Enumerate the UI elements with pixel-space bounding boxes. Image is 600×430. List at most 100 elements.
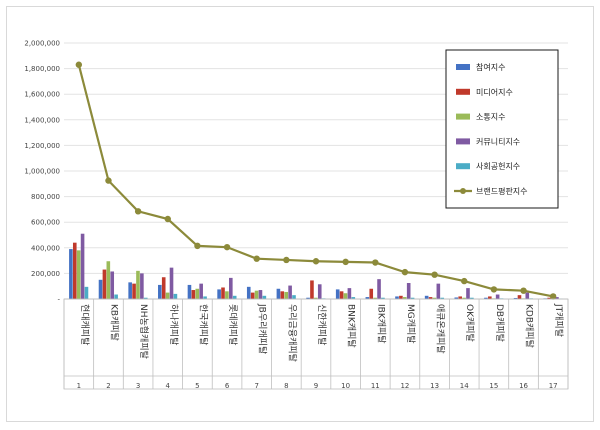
legend-label: 커뮤니티지수 bbox=[476, 136, 520, 146]
legend-label: 참여지수 bbox=[476, 62, 505, 72]
line-point-15 bbox=[490, 286, 498, 293]
legend-box bbox=[445, 49, 559, 209]
x-index-label: 6 bbox=[225, 382, 230, 390]
bar-미디어지수-8 bbox=[280, 291, 285, 299]
bar-참여지수-4 bbox=[158, 284, 162, 299]
bar-커뮤니티지수-1 bbox=[80, 233, 85, 299]
bar-사회공헌지수-5 bbox=[203, 296, 207, 299]
bar-참여지수-14 bbox=[454, 297, 459, 299]
line-point-13 bbox=[431, 271, 438, 278]
bar-미디어지수-1 bbox=[72, 242, 77, 299]
x-index-label: 7 bbox=[254, 382, 258, 390]
x-index-label: 13 bbox=[430, 382, 439, 390]
y-axis: - 200,000 400,000 600,000 800,000 1,000,000 1,… bbox=[24, 40, 60, 304]
line-point-2 bbox=[105, 177, 112, 184]
y-tick-label: - bbox=[57, 296, 60, 304]
bar-소통지수-12 bbox=[402, 297, 407, 299]
bar-커뮤니티지수-8 bbox=[288, 285, 292, 299]
bar-커뮤니티지수-16 bbox=[525, 292, 530, 299]
bar-참여지수-13 bbox=[424, 295, 429, 299]
bar-미디어지수-14 bbox=[458, 296, 462, 299]
bar-소통지수-8 bbox=[284, 291, 289, 299]
y-tick-label: 2,000,000 bbox=[24, 40, 60, 48]
x-index-label: 10 bbox=[341, 382, 350, 390]
bar-소통지수-1 bbox=[76, 250, 81, 299]
x-index-label: 5 bbox=[195, 382, 199, 390]
bar-미디어지수-10 bbox=[339, 291, 344, 299]
x-category-label: 애큐온캐피탈 bbox=[435, 304, 446, 354]
x-category-label: KB캐피탈 bbox=[108, 304, 119, 341]
bar-미디어지수-11 bbox=[369, 288, 374, 299]
line-point-17 bbox=[549, 293, 557, 300]
line-point-12 bbox=[401, 268, 409, 276]
line-point-6 bbox=[223, 243, 231, 251]
line-point-8 bbox=[283, 256, 290, 264]
x-index-label: 12 bbox=[400, 382, 409, 390]
bar-커뮤니티지수-10 bbox=[347, 288, 352, 299]
x-category-label: KDB캐피탈 bbox=[524, 304, 535, 348]
legend-swatch-커뮤니티지수 bbox=[456, 138, 470, 145]
x-category-label: 현대캐피탈 bbox=[79, 304, 90, 345]
bar-소통지수-9 bbox=[314, 297, 318, 299]
bar-커뮤니티지수-11 bbox=[377, 279, 381, 299]
x-category-label: NH농협캐피탈 bbox=[138, 304, 150, 359]
bar-참여지수-15 bbox=[484, 297, 488, 299]
bar-소통지수-14 bbox=[462, 297, 466, 299]
bar-사회공헌지수-3 bbox=[143, 297, 148, 299]
bar-참여지수-11 bbox=[365, 297, 370, 299]
y-tick-label: 1,400,000 bbox=[24, 116, 60, 124]
bar-참여지수-3 bbox=[128, 282, 132, 299]
bar-소통지수-10 bbox=[343, 293, 348, 299]
bar-커뮤니티지수-14 bbox=[466, 288, 470, 299]
x-index-label: 2 bbox=[106, 382, 110, 390]
legend-label: 브랜드평판지수 bbox=[476, 186, 528, 196]
bar-커뮤니티지수-15 bbox=[495, 294, 500, 299]
line-point-11 bbox=[372, 259, 379, 266]
bar-소통지수-5 bbox=[195, 288, 200, 299]
legend-swatch-사회공헌지수 bbox=[456, 163, 470, 170]
x-category-label: 하나캐피탈 bbox=[168, 304, 179, 345]
bar-사회공헌지수-1 bbox=[84, 286, 89, 299]
bar-미디어지수-9 bbox=[310, 280, 314, 299]
line-point-9 bbox=[312, 258, 320, 265]
x-index-label: 15 bbox=[489, 382, 498, 390]
legend-swatch-미디어지수 bbox=[456, 88, 470, 95]
bar-미디어지수-13 bbox=[428, 297, 433, 299]
x-index-label: 9 bbox=[314, 382, 318, 390]
x-category-label: IBK캐피탈 bbox=[375, 304, 386, 344]
line-point-4 bbox=[164, 215, 171, 223]
x-category-label: JT캐피탈 bbox=[553, 303, 564, 337]
x-category-label: 신한캐피탈 bbox=[316, 304, 327, 345]
bar-소통지수-2 bbox=[106, 261, 111, 299]
y-tick-label: 1,600,000 bbox=[24, 91, 60, 99]
line-point-5 bbox=[194, 242, 201, 250]
bar-미디어지수-16 bbox=[517, 295, 522, 299]
x-category-label: DB캐피탈 bbox=[494, 304, 505, 342]
legend-swatch-참여지수 bbox=[456, 64, 470, 70]
x-index-label: 16 bbox=[519, 382, 528, 390]
bar-참여지수-9 bbox=[306, 297, 310, 299]
bar-사회공헌지수-12 bbox=[410, 297, 415, 299]
legend-label: 사회공헌지수 bbox=[476, 162, 520, 171]
bar-커뮤니티지수-12 bbox=[406, 283, 411, 299]
x-index-label: 11 bbox=[371, 382, 380, 390]
bar-미디어지수-12 bbox=[399, 295, 403, 299]
bar-참여지수-10 bbox=[335, 289, 340, 299]
bar-참여지수-2 bbox=[98, 279, 103, 299]
bar-커뮤니티지수-17 bbox=[555, 297, 559, 299]
brand-reputation-line bbox=[75, 61, 557, 300]
bar-참여지수-5 bbox=[187, 284, 192, 299]
bars bbox=[69, 233, 563, 299]
x-category-label: MG캐피탈 bbox=[405, 304, 416, 344]
bar-사회공헌지수-6 bbox=[232, 295, 237, 299]
bar-사회공헌지수-11 bbox=[381, 297, 385, 299]
x-category-label: 우리금융캐피탈 bbox=[286, 304, 297, 362]
legend-line-marker bbox=[460, 188, 466, 194]
x-category-label: 롯데캐피탈 bbox=[227, 304, 238, 345]
bar-미디어지수-15 bbox=[488, 296, 492, 299]
line-point-14 bbox=[461, 277, 468, 285]
x-index-label: 1 bbox=[77, 382, 81, 390]
bar-사회공헌지수-4 bbox=[173, 293, 178, 299]
line-point-7 bbox=[253, 255, 260, 262]
